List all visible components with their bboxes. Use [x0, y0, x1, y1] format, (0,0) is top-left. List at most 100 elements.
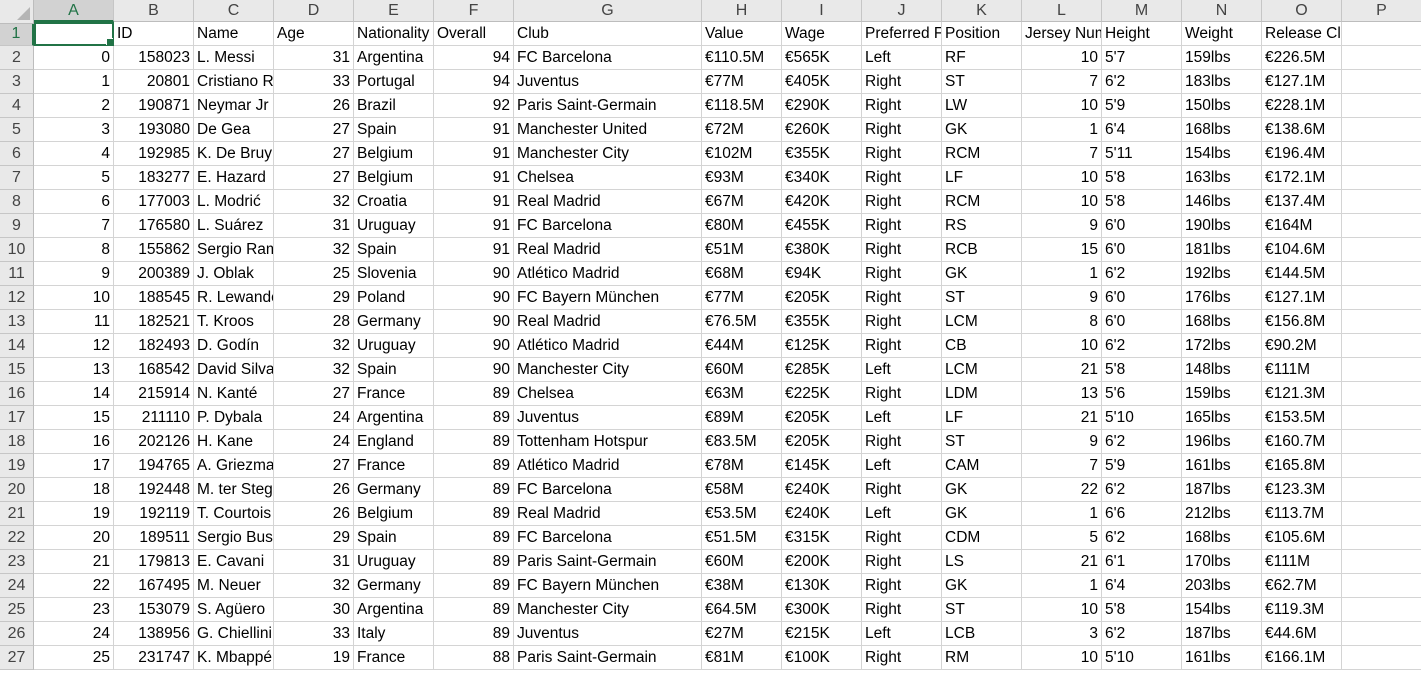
cell-d21[interactable]: 26: [274, 502, 354, 526]
cell-h26[interactable]: €27M: [702, 622, 782, 646]
cell-k20[interactable]: GK: [942, 478, 1022, 502]
row-header-10[interactable]: 10: [0, 238, 34, 262]
cell-e21[interactable]: Belgium: [354, 502, 434, 526]
column-header-g[interactable]: G: [514, 0, 702, 22]
cell-i7[interactable]: €340K: [782, 166, 862, 190]
cell-m15[interactable]: 5'8: [1102, 358, 1182, 382]
row-header-15[interactable]: 15: [0, 358, 34, 382]
cell-g20[interactable]: FC Barcelona: [514, 478, 702, 502]
cell-k12[interactable]: ST: [942, 286, 1022, 310]
cell-l2[interactable]: 10: [1022, 46, 1102, 70]
cell-p26[interactable]: [1342, 622, 1421, 646]
cell-p12[interactable]: [1342, 286, 1421, 310]
cell-n21[interactable]: 212lbs: [1182, 502, 1262, 526]
cell-e11[interactable]: Slovenia: [354, 262, 434, 286]
cell-m26[interactable]: 6'2: [1102, 622, 1182, 646]
cell-e23[interactable]: Uruguay: [354, 550, 434, 574]
cell-m3[interactable]: 6'2: [1102, 70, 1182, 94]
cell-c11[interactable]: J. Oblak: [194, 262, 274, 286]
cell-e16[interactable]: France: [354, 382, 434, 406]
cell-m23[interactable]: 6'1: [1102, 550, 1182, 574]
cell-f27[interactable]: 88: [434, 646, 514, 670]
cell-h10[interactable]: €51M: [702, 238, 782, 262]
cell-j9[interactable]: Right: [862, 214, 942, 238]
cell-f11[interactable]: 90: [434, 262, 514, 286]
cell-j2[interactable]: Left: [862, 46, 942, 70]
column-header-h[interactable]: H: [702, 0, 782, 22]
cell-c21[interactable]: T. Courtois: [194, 502, 274, 526]
cell-a15[interactable]: 13: [34, 358, 114, 382]
column-header-d[interactable]: D: [274, 0, 354, 22]
cell-j19[interactable]: Left: [862, 454, 942, 478]
cell-l18[interactable]: 9: [1022, 430, 1102, 454]
cell-e19[interactable]: France: [354, 454, 434, 478]
cell-d15[interactable]: 32: [274, 358, 354, 382]
cell-p22[interactable]: [1342, 526, 1421, 550]
cell-o12[interactable]: €127.1M: [1262, 286, 1342, 310]
row-header-18[interactable]: 18: [0, 430, 34, 454]
cell-o7[interactable]: €172.1M: [1262, 166, 1342, 190]
row-header-13[interactable]: 13: [0, 310, 34, 334]
header-cell-f1[interactable]: Overall: [434, 22, 514, 46]
cell-n17[interactable]: 165lbs: [1182, 406, 1262, 430]
cell-b19[interactable]: 194765: [114, 454, 194, 478]
cell-g8[interactable]: Real Madrid: [514, 190, 702, 214]
cell-j6[interactable]: Right: [862, 142, 942, 166]
cell-i9[interactable]: €455K: [782, 214, 862, 238]
cell-j23[interactable]: Right: [862, 550, 942, 574]
cell-n23[interactable]: 170lbs: [1182, 550, 1262, 574]
header-cell-e1[interactable]: Nationality: [354, 22, 434, 46]
cell-d17[interactable]: 24: [274, 406, 354, 430]
cell-f18[interactable]: 89: [434, 430, 514, 454]
cell-a3[interactable]: 1: [34, 70, 114, 94]
cell-f21[interactable]: 89: [434, 502, 514, 526]
cell-b27[interactable]: 231747: [114, 646, 194, 670]
cell-d16[interactable]: 27: [274, 382, 354, 406]
cell-a27[interactable]: 25: [34, 646, 114, 670]
row-header-27[interactable]: 27: [0, 646, 34, 670]
cell-b25[interactable]: 153079: [114, 598, 194, 622]
cell-g2[interactable]: FC Barcelona: [514, 46, 702, 70]
cell-m25[interactable]: 5'8: [1102, 598, 1182, 622]
column-header-e[interactable]: E: [354, 0, 434, 22]
cell-g16[interactable]: Chelsea: [514, 382, 702, 406]
cell-o11[interactable]: €144.5M: [1262, 262, 1342, 286]
row-header-19[interactable]: 19: [0, 454, 34, 478]
cell-i23[interactable]: €200K: [782, 550, 862, 574]
cell-i3[interactable]: €405K: [782, 70, 862, 94]
row-header-22[interactable]: 22: [0, 526, 34, 550]
cell-e3[interactable]: Portugal: [354, 70, 434, 94]
cell-c27[interactable]: K. Mbappé: [194, 646, 274, 670]
cell-l9[interactable]: 9: [1022, 214, 1102, 238]
cell-p24[interactable]: [1342, 574, 1421, 598]
cell-b21[interactable]: 192119: [114, 502, 194, 526]
cell-c14[interactable]: D. Godín: [194, 334, 274, 358]
cell-i25[interactable]: €300K: [782, 598, 862, 622]
cell-m21[interactable]: 6'6: [1102, 502, 1182, 526]
cell-d20[interactable]: 26: [274, 478, 354, 502]
cell-g12[interactable]: FC Bayern München: [514, 286, 702, 310]
cell-d4[interactable]: 26: [274, 94, 354, 118]
header-cell-i1[interactable]: Wage: [782, 22, 862, 46]
cell-h5[interactable]: €72M: [702, 118, 782, 142]
cell-i12[interactable]: €205K: [782, 286, 862, 310]
cell-o8[interactable]: €137.4M: [1262, 190, 1342, 214]
cell-b23[interactable]: 179813: [114, 550, 194, 574]
cell-h14[interactable]: €44M: [702, 334, 782, 358]
cell-n6[interactable]: 154lbs: [1182, 142, 1262, 166]
column-header-b[interactable]: B: [114, 0, 194, 22]
cell-b26[interactable]: 138956: [114, 622, 194, 646]
cell-n25[interactable]: 154lbs: [1182, 598, 1262, 622]
cell-f16[interactable]: 89: [434, 382, 514, 406]
cell-c15[interactable]: David Silva: [194, 358, 274, 382]
cell-e18[interactable]: England: [354, 430, 434, 454]
row-header-17[interactable]: 17: [0, 406, 34, 430]
cell-b5[interactable]: 193080: [114, 118, 194, 142]
column-header-m[interactable]: M: [1102, 0, 1182, 22]
column-header-c[interactable]: C: [194, 0, 274, 22]
cell-a23[interactable]: 21: [34, 550, 114, 574]
cell-m11[interactable]: 6'2: [1102, 262, 1182, 286]
header-cell-m1[interactable]: Height: [1102, 22, 1182, 46]
cell-o5[interactable]: €138.6M: [1262, 118, 1342, 142]
cell-grid[interactable]: A B C D E F G H I J K L M N O P 1 ID Name Age Nationality Ove…: [0, 0, 1421, 670]
